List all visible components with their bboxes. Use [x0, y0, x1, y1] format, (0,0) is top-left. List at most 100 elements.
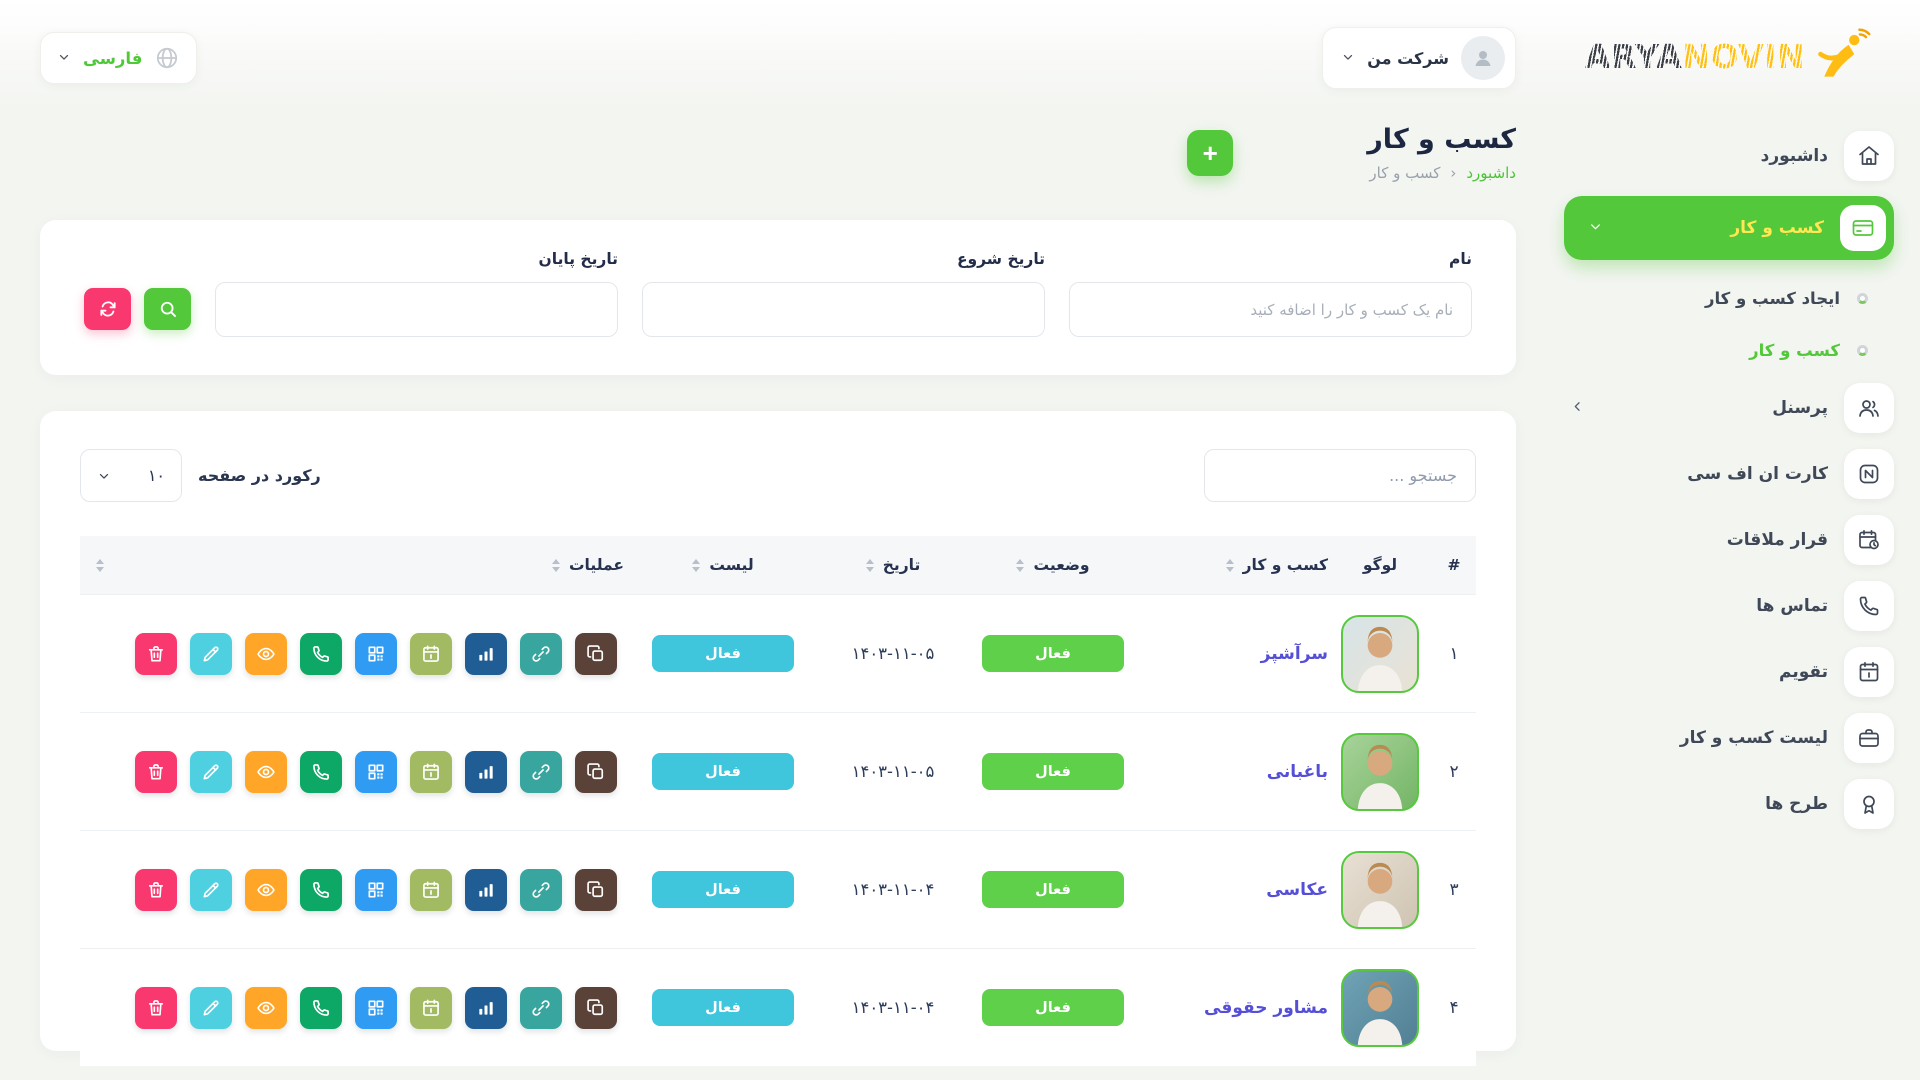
header-actions[interactable]: عملیات: [128, 556, 624, 574]
award-icon: [1844, 779, 1894, 829]
delete-button[interactable]: [135, 986, 177, 1029]
view-button[interactable]: [245, 868, 287, 911]
per-page-select[interactable]: ۱۰: [80, 449, 182, 502]
sidebar-item-business-list-sub[interactable]: کسب و کار: [1564, 324, 1894, 376]
header-business[interactable]: کسب و کار: [1142, 556, 1328, 574]
view-button[interactable]: [245, 632, 287, 675]
edit-button[interactable]: [190, 986, 232, 1029]
link-button[interactable]: [520, 632, 562, 675]
copy-button[interactable]: [575, 868, 617, 911]
link-button[interactable]: [520, 868, 562, 911]
sort-icon[interactable]: [865, 558, 874, 572]
chart-button[interactable]: [465, 986, 507, 1029]
user-icon: [1461, 36, 1505, 80]
sidebar-item-create-business[interactable]: ایجاد کسب و کار: [1564, 272, 1894, 324]
table-search-input[interactable]: [1204, 449, 1476, 502]
brand-logo[interactable]: ARYANOVIN: [1564, 14, 1894, 98]
business-name-link[interactable]: باغبانی: [1266, 761, 1328, 782]
name-input[interactable]: [1069, 282, 1472, 337]
business-name-link[interactable]: سرآشپز: [1260, 643, 1328, 664]
sidebar-item-personnel[interactable]: پرسنل: [1564, 376, 1894, 440]
delete-button[interactable]: [135, 868, 177, 911]
calendar-button[interactable]: [410, 868, 452, 911]
table-row: ۱ .pp-head{fill:#d8a97f}.pp-hair{fill:#b…: [80, 594, 1476, 712]
qr-button[interactable]: [355, 632, 397, 675]
sort-icon[interactable]: [95, 558, 104, 572]
call-button[interactable]: [300, 986, 342, 1029]
title-block: کسب و کار داشبورد ‹ کسب و کار: [1367, 124, 1516, 182]
header-extra-sort[interactable]: [80, 558, 128, 572]
edit-button[interactable]: [190, 868, 232, 911]
edit-button[interactable]: [190, 750, 232, 793]
bullet-icon: [1857, 344, 1868, 356]
end-date-field-group: تاریخ پایان: [215, 250, 618, 337]
language-selector[interactable]: فارسی: [40, 32, 198, 84]
briefcase-icon: [1844, 713, 1894, 763]
business-name-link[interactable]: عکاسی: [1266, 879, 1328, 900]
start-date-input[interactable]: [642, 282, 1045, 337]
end-date-label: تاریخ پایان: [538, 250, 618, 268]
sidebar-item-plans[interactable]: طرح ها: [1564, 772, 1894, 836]
nfc-icon: [1844, 449, 1894, 499]
breadcrumb-separator: ‹: [1450, 164, 1457, 182]
link-button[interactable]: [520, 750, 562, 793]
list-badge: فعال: [652, 753, 794, 790]
copy-button[interactable]: [575, 632, 617, 675]
call-button[interactable]: [300, 632, 342, 675]
business-name-link[interactable]: مشاور حقوقی: [1204, 997, 1328, 1018]
sidebar-item-appointments[interactable]: قرار ملاقات: [1564, 508, 1894, 572]
calendar-button[interactable]: [410, 986, 452, 1029]
view-button[interactable]: [245, 986, 287, 1029]
brand-name: ARYANOVIN: [1584, 36, 1806, 76]
search-icon: [158, 299, 178, 319]
sidebar-item-nfc-card[interactable]: کارت ان اف سی: [1564, 442, 1894, 506]
sidebar-item-dashboard[interactable]: داشبورد: [1564, 124, 1894, 188]
chevron-left-icon: [1570, 399, 1585, 418]
status-badge: فعال: [982, 753, 1124, 790]
call-button[interactable]: [300, 750, 342, 793]
sort-icon[interactable]: [1225, 558, 1234, 572]
main-content: شرکت من فارسی کسب و کار داشبورد ‹ کسب و …: [40, 27, 1516, 1066]
reset-filters-button[interactable]: [84, 288, 131, 330]
add-business-button[interactable]: +: [1187, 130, 1234, 176]
breadcrumb-dashboard-link[interactable]: داشبورد: [1466, 164, 1516, 182]
breadcrumb-current: کسب و کار: [1369, 164, 1441, 182]
header-date[interactable]: تاریخ: [822, 556, 964, 574]
chevron-down-icon: [1341, 49, 1355, 68]
calendar-icon: [1844, 647, 1894, 697]
copy-button[interactable]: [575, 750, 617, 793]
header-status[interactable]: وضعیت: [964, 556, 1142, 574]
link-button[interactable]: [520, 986, 562, 1029]
page-header: کسب و کار داشبورد ‹ کسب و کار +: [40, 124, 1516, 182]
delete-button[interactable]: [135, 750, 177, 793]
business-logo: [1341, 968, 1419, 1047]
edit-button[interactable]: [190, 632, 232, 675]
sidebar-item-calendar[interactable]: تقویم: [1564, 640, 1894, 704]
qr-button[interactable]: [355, 986, 397, 1029]
chevron-down-icon: [57, 49, 71, 68]
call-button[interactable]: [300, 868, 342, 911]
row-actions: [135, 750, 617, 793]
header-list[interactable]: لیست: [624, 556, 822, 574]
qr-button[interactable]: [355, 868, 397, 911]
qr-button[interactable]: [355, 750, 397, 793]
calendar-button[interactable]: [410, 632, 452, 675]
credit-card-icon: [1840, 205, 1886, 251]
apply-filters-button[interactable]: [144, 288, 191, 330]
company-selector[interactable]: شرکت من: [1322, 27, 1516, 89]
sort-icon[interactable]: [551, 558, 560, 572]
chart-button[interactable]: [465, 632, 507, 675]
copy-button[interactable]: [575, 986, 617, 1029]
sidebar-item-calls[interactable]: تماس ها: [1564, 574, 1894, 638]
sidebar-item-business-list[interactable]: لیست کسب و کار: [1564, 706, 1894, 770]
sidebar-item-business[interactable]: کسب و کار: [1564, 196, 1894, 260]
end-date-input[interactable]: [215, 282, 618, 337]
calendar-button[interactable]: [410, 750, 452, 793]
chart-button[interactable]: [465, 868, 507, 911]
status-badge: فعال: [982, 871, 1124, 908]
chart-button[interactable]: [465, 750, 507, 793]
view-button[interactable]: [245, 750, 287, 793]
delete-button[interactable]: [135, 632, 177, 675]
sort-icon[interactable]: [1016, 558, 1025, 572]
sort-icon[interactable]: [692, 558, 701, 572]
